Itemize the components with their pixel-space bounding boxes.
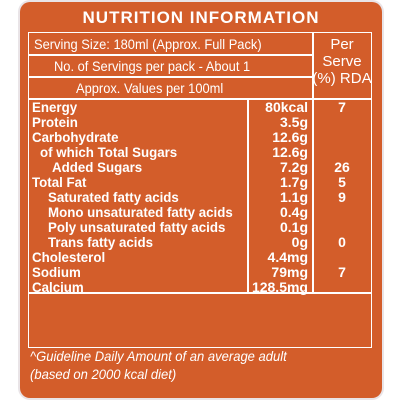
footnote-line1: ^Guideline Daily Amount of an average ad… bbox=[30, 348, 287, 364]
nutrient-value: 1.7g bbox=[279, 174, 308, 190]
rda-header-line3: (%) RDA bbox=[312, 70, 372, 87]
nutrient-rda: 0 bbox=[338, 234, 346, 250]
rda-divider bbox=[312, 98, 314, 292]
nutrient-name: Protein bbox=[32, 114, 78, 130]
nutrient-rda: 7 bbox=[338, 264, 346, 280]
nutrient-name: Total Fat bbox=[32, 174, 87, 190]
nutrient-value: 0.1g bbox=[279, 219, 308, 235]
nutrient-name: Saturated fatty acids bbox=[48, 189, 179, 205]
nutrient-value: 1.1g bbox=[279, 189, 308, 205]
nutrient-rda: 7 bbox=[338, 99, 346, 115]
header-line-2 bbox=[28, 76, 312, 78]
nutrient-rda: 5 bbox=[338, 174, 346, 190]
nutrient-value: 3.5g bbox=[279, 114, 308, 130]
nutrient-value: 7.2g bbox=[279, 159, 308, 175]
nutrient-name: Trans fatty acids bbox=[48, 234, 153, 250]
nutrient-value: 0.4g bbox=[279, 204, 308, 220]
nutrient-value: 128.5mg bbox=[251, 279, 308, 295]
nutrient-name: Poly unsaturated fatty acids bbox=[48, 219, 226, 235]
servings-per-pack: No. of Servings per pack - About 1 bbox=[54, 58, 251, 74]
values-per: Approx. Values per 100ml bbox=[76, 80, 224, 96]
nutrient-name: Calcium bbox=[32, 279, 84, 295]
nutrient-value: 80kcal bbox=[265, 99, 308, 115]
serving-size: Serving Size: 180ml (Approx. Full Pack) bbox=[34, 36, 262, 52]
footnote-line2: (based on 2000 kcal diet) bbox=[30, 366, 177, 382]
value-divider bbox=[247, 98, 249, 292]
nutrient-name: Mono unsaturated fatty acids bbox=[48, 204, 233, 220]
nutrition-table bbox=[28, 32, 372, 348]
nutrient-value: 12.6g bbox=[272, 144, 308, 160]
nutrient-name: of which Total Sugars bbox=[40, 144, 178, 160]
nutrient-name: Sodium bbox=[32, 264, 81, 280]
label-title: NUTRITION INFORMATION bbox=[82, 8, 320, 27]
nutrient-value: 0g bbox=[291, 234, 308, 250]
nutrient-value: 12.6g bbox=[272, 129, 308, 145]
nutrition-label: NUTRITION INFORMATION Serving Size: 180m… bbox=[20, 2, 382, 398]
nutrient-name: Added Sugars bbox=[52, 159, 143, 175]
rda-header-line1: Per bbox=[330, 36, 354, 53]
header-line-3 bbox=[28, 98, 372, 100]
nutrient-name: Cholesterol bbox=[32, 249, 106, 265]
nutrient-rda: 26 bbox=[334, 159, 350, 175]
header-line-1 bbox=[28, 54, 312, 56]
nutrient-value: 79mg bbox=[271, 264, 308, 280]
nutrients-bottom-line bbox=[28, 292, 372, 294]
rda-divider-top bbox=[312, 32, 314, 98]
rda-header: Per Serve (%) RDA bbox=[312, 36, 372, 87]
nutrient-name: Carbohydrate bbox=[32, 129, 119, 145]
nutrient-rda: 9 bbox=[338, 189, 346, 205]
nutrient-value: 4.4mg bbox=[267, 249, 308, 265]
nutrient-name: Energy bbox=[32, 99, 78, 115]
rda-header-line2: Serve bbox=[322, 53, 362, 70]
